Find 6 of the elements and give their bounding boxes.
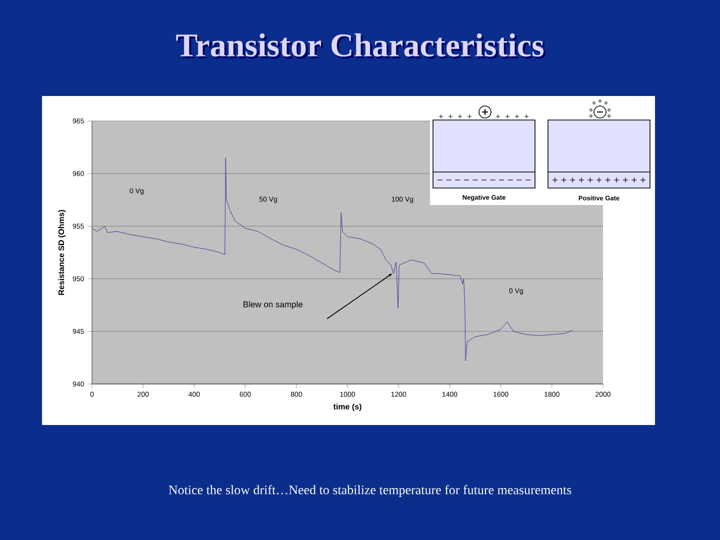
chart-title: Transistor Characteristics bbox=[178, 35, 546, 59]
y-axis-title: Resistance SD (Ohms) bbox=[58, 210, 66, 295]
annotation: Blew on sample bbox=[244, 301, 302, 310]
text: Notice the slow drift…Need to stabilize temperature for future measurements bbox=[168, 485, 572, 497]
line-series bbox=[92, 158, 573, 362]
x-axis-title: time (s) bbox=[333, 404, 362, 412]
